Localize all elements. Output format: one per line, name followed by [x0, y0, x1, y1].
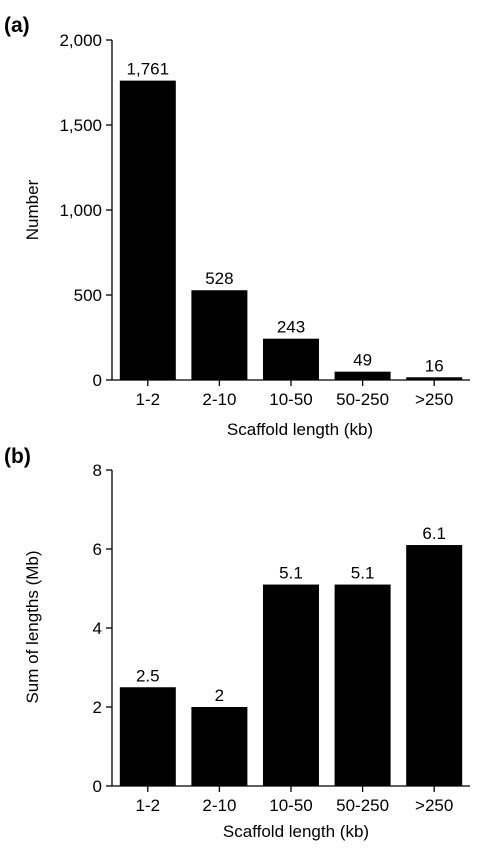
panel-a-y-axis-title: Number	[23, 179, 42, 240]
panel-b-y-tick-label: 4	[93, 619, 102, 638]
panel-b-x-tick-label: 1-2	[136, 796, 161, 815]
panel-b-x-tick-label: >250	[415, 796, 453, 815]
panel-b-y-tick-label: 2	[93, 698, 102, 717]
panel-b-x-tick-label: 10-50	[269, 796, 312, 815]
panel-b-bar	[263, 584, 319, 786]
panel-b-data-label: 6.1	[422, 524, 446, 543]
panel-a-label: (a)	[4, 14, 30, 37]
panel-b-y-tick-label: 6	[93, 540, 102, 559]
panel-a-x-axis-title: Scaffold length (kb)	[227, 420, 373, 439]
panel-a-bar	[334, 371, 391, 380]
panel-a-data-label: 49	[353, 351, 372, 370]
panel-a-data-label: 243	[277, 318, 305, 337]
panel-b-bar	[334, 584, 391, 786]
panel-a-x-tick-label: >250	[415, 390, 453, 409]
panel-a-data-label: 16	[425, 356, 444, 375]
panel-a-data-label: 528	[205, 269, 233, 288]
panel-b-x-tick-label: 50-250	[336, 796, 389, 815]
panel-b-x-axis-title: Scaffold length (kb)	[223, 822, 369, 841]
panel-a-y-tick-label: 0	[93, 371, 102, 390]
panel-a-y-tick-label: 2,000	[59, 31, 102, 50]
panel-b-x-tick-label: 2-10	[202, 796, 236, 815]
panel-b-bar	[406, 545, 463, 786]
panel-a-x-tick-label: 50-250	[336, 390, 389, 409]
panel-b-label: (b)	[4, 445, 31, 468]
panel-a-bar	[119, 80, 176, 380]
panel-a-y-tick-label: 500	[74, 286, 102, 305]
panel-b-data-label: 2	[215, 686, 224, 705]
panel-a-bar	[406, 377, 463, 380]
panel-b-bar	[191, 707, 248, 786]
panel-a-y-tick-label: 1,000	[59, 201, 102, 220]
panel-a-data-label: 1,761	[127, 60, 170, 79]
panel-a-x-tick-label: 1-2	[136, 390, 161, 409]
panel-b-y-tick-label: 8	[93, 461, 102, 480]
panel-a-x-tick-label: 2-10	[202, 390, 236, 409]
panel-b-chart: (b) Sum of lengths (Mb) Scaffold length …	[4, 445, 470, 841]
panel-b-data-label: 5.1	[351, 564, 375, 583]
panel-a-y-tick-label: 1,500	[59, 116, 102, 135]
panel-b-y-tick-label: 0	[93, 777, 102, 796]
panel-b-y-axis-title: Sum of lengths (Mb)	[23, 550, 42, 703]
panel-a-chart: (a) Number Scaffold length (kb) 0 500 1,00…	[4, 14, 470, 439]
panel-b-bar	[119, 687, 176, 786]
panel-b-data-label: 5.1	[279, 564, 303, 583]
panel-a-x-tick-label: 10-50	[269, 390, 312, 409]
panel-a-bar	[263, 338, 319, 380]
panel-b-data-label: 2.5	[136, 666, 160, 685]
panel-a-bar	[191, 290, 248, 380]
